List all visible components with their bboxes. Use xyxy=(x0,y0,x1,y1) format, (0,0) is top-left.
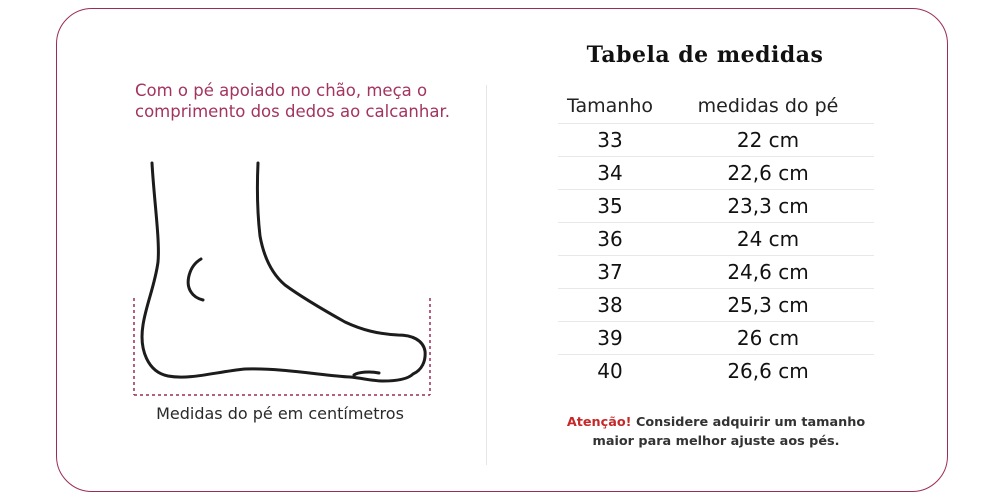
size-cell: 38 xyxy=(558,288,662,322)
measure-cell: 25,3 cm xyxy=(662,288,874,322)
table-header-row: Tamanho medidas do pé xyxy=(558,88,874,124)
table-row: 33 22 cm xyxy=(558,123,874,157)
measure-guides xyxy=(133,298,431,396)
measure-cell: 22,6 cm xyxy=(662,156,874,190)
size-cell: 37 xyxy=(558,255,662,289)
measure-cell: 26,6 cm xyxy=(727,359,809,383)
size-table: Tamanho medidas do pé 33 22 cm 34 22,6 cm … xyxy=(558,88,874,387)
foot-caption: Medidas do pé em centímetros xyxy=(156,404,404,423)
table-row: 36 24 cm xyxy=(558,222,874,256)
table-row: 39 26 cm xyxy=(558,321,874,355)
foot-illustration xyxy=(133,161,431,396)
table-row: 38 25,3 cm xyxy=(558,288,874,322)
size-cell: 34 xyxy=(558,156,662,190)
table-title: Tabela de medidas xyxy=(586,42,824,68)
size-cell: 33 xyxy=(558,123,662,157)
measure-cell: 26 cm xyxy=(662,321,874,355)
size-cell: 36 xyxy=(558,222,662,256)
size-guide-card xyxy=(56,8,948,492)
table-row: 35 23,3 cm xyxy=(558,189,874,223)
header-measure: medidas do pé xyxy=(662,88,874,124)
measure-cell: 23,3 cm xyxy=(662,189,874,223)
attention-text: Considere adquirir um tamanho maior para… xyxy=(592,415,866,449)
measure-cell: 24,6 cm xyxy=(662,255,874,289)
size-cell: 39 xyxy=(558,321,662,355)
table-row: 34 22,6 cm xyxy=(558,156,874,190)
size-cell: 40 xyxy=(597,359,623,383)
measurement-instruction: Com o pé apoiado no chão, meça o comprim… xyxy=(135,81,450,121)
foot-outline-icon xyxy=(140,161,427,383)
attention-label: Atenção! xyxy=(566,415,632,430)
size-cell: 35 xyxy=(558,189,662,223)
table-row: 40 26,6 cm xyxy=(558,355,874,388)
column-divider xyxy=(486,85,487,465)
measure-cell: 24 cm xyxy=(662,222,874,256)
table-row: 37 24,6 cm xyxy=(558,255,874,289)
attention-note: Atenção! Considere adquirir um tamanho m… xyxy=(548,413,884,451)
measure-cell: 22 cm xyxy=(662,123,874,157)
header-size: Tamanho xyxy=(558,88,662,124)
